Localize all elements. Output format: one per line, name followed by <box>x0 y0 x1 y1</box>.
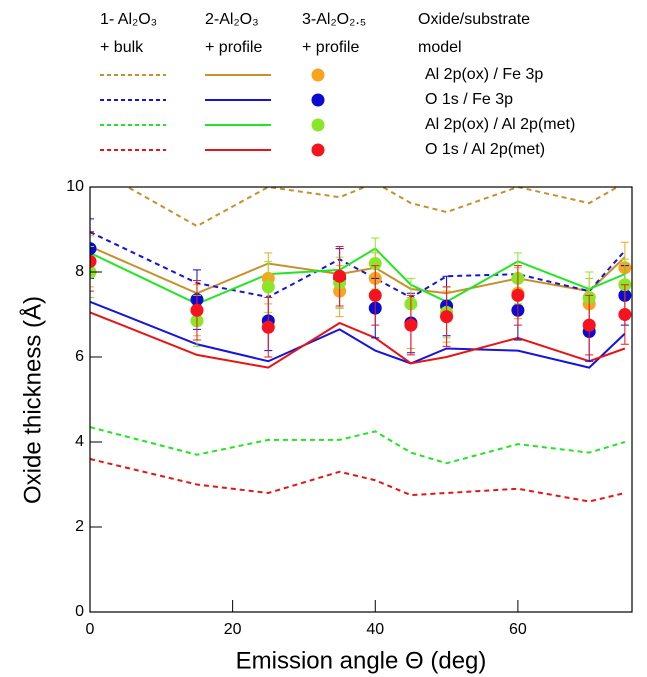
legend-marker <box>311 143 325 157</box>
y-tick-label: 8 <box>75 263 84 280</box>
data-line <box>90 245 626 295</box>
data-line <box>90 300 626 369</box>
legend-marker <box>311 68 325 82</box>
data-point <box>618 308 632 321</box>
legend-header: 3-Al₂O₂.₅ <box>302 11 366 28</box>
x-tick-label: 40 <box>366 621 384 638</box>
data-line <box>90 311 626 369</box>
data-point <box>90 242 97 256</box>
data-point <box>90 254 97 268</box>
x-tick-label: 0 <box>86 621 95 638</box>
data-point <box>261 280 275 294</box>
legend-label: O 1s / Al 2p(met) <box>425 141 545 158</box>
y-tick-label: 4 <box>75 433 84 450</box>
x-tick-label: 20 <box>224 621 242 638</box>
data-point <box>582 318 596 332</box>
legend-header: 1- Al₂O₃ <box>100 11 157 28</box>
data-point <box>511 288 525 302</box>
legend-header: + profile <box>302 39 359 56</box>
y-axis-label: Oxide thickness (Å) <box>18 296 46 504</box>
legend-label: Al 2p(ox) / Al 2p(met) <box>425 116 575 133</box>
legend-header: + bulk <box>100 39 144 56</box>
x-axis-label: Emission angle Θ (deg) <box>236 647 487 674</box>
plot-frame <box>89 186 633 613</box>
legend-label: Al 2p(ox) / Fe 3p <box>425 66 543 83</box>
data-point <box>404 318 418 332</box>
error-bar <box>90 235 94 288</box>
data-point <box>190 303 204 317</box>
legend-header: Oxide/substrate <box>418 11 530 28</box>
data-line <box>90 231 626 299</box>
y-tick-label: 2 <box>75 518 84 535</box>
legend-header: 2-Al₂O₃ <box>205 11 259 28</box>
y-tick-label: 10 <box>66 178 84 195</box>
y-tick-label: 6 <box>75 348 84 365</box>
data-point <box>368 257 382 270</box>
error-bar <box>90 246 94 298</box>
legend-marker <box>311 118 325 132</box>
data-line <box>90 426 626 465</box>
error-bar <box>90 218 94 279</box>
data-line <box>90 247 626 305</box>
legend-header: model <box>418 39 462 56</box>
data-line <box>125 187 620 228</box>
data-point <box>368 288 382 302</box>
data-line <box>90 458 626 503</box>
plot-area <box>90 187 632 503</box>
x-tick-label: 60 <box>509 621 527 638</box>
y-tick-label: 0 <box>75 603 84 620</box>
data-point <box>261 320 275 334</box>
error-bar <box>90 231 94 292</box>
data-point <box>333 269 347 283</box>
legend-label: O 1s / Fe 3p <box>425 91 513 108</box>
legend-header: + profile <box>205 39 262 56</box>
data-point <box>440 310 454 324</box>
legend-marker <box>311 93 325 107</box>
